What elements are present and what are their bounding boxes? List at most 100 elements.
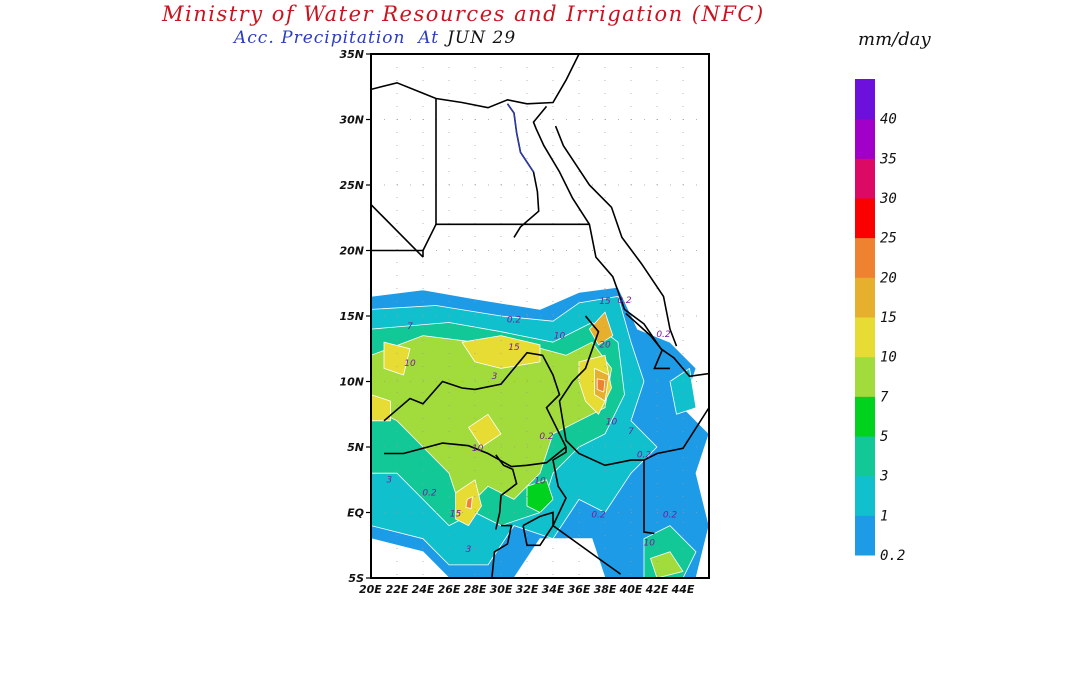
precip-area: [669, 367, 697, 415]
contour-label: 0.2: [656, 330, 671, 340]
lon-tick-label: 30E: [490, 583, 513, 596]
colorbar-label: 7: [880, 389, 889, 405]
contour-label: 10: [606, 418, 618, 428]
colorbar-swatch: [855, 317, 875, 358]
contour-label: 3: [466, 545, 472, 555]
lon-tick-label: 20E: [359, 583, 382, 596]
colorbar-swatch: [855, 79, 875, 120]
contour-labels: 0.2 15 0.2 10 20 15 7 10 3 0.2 10 7 0.2 10 0.2 10 3 0.2 15…: [386, 296, 677, 555]
precip-area: [371, 394, 391, 422]
boundary-line: [643, 460, 655, 535]
lon-tick-label: 44E: [671, 583, 695, 596]
contour-label: 15: [450, 509, 462, 519]
lon-tick-label: 32E: [516, 583, 539, 596]
boundary-line: [495, 454, 518, 530]
precip-area: [468, 413, 502, 448]
contour-label: 10: [472, 444, 484, 454]
colorbar-label: 10: [880, 350, 897, 366]
colorbar-swatch: [855, 475, 875, 516]
colorbar-label: 20: [880, 270, 897, 286]
contour-label: 7: [628, 427, 634, 437]
boundary-line: [532, 105, 709, 378]
boundary-line: [491, 524, 513, 578]
map-subtitle: Acc. Precipitation At JUN 29: [234, 28, 516, 48]
lat-tick-label: 15N: [339, 310, 364, 323]
contour-label: 0.2: [591, 511, 606, 521]
colorbar-label: 15: [880, 310, 897, 326]
contour-label: 10: [554, 331, 566, 341]
colorbar-label: 40: [880, 112, 897, 128]
contour-label: 0.2: [617, 296, 632, 306]
units-label: mm/day: [858, 29, 931, 50]
contour-label: 0.2: [422, 488, 437, 498]
colorbar-label: 35: [879, 151, 897, 167]
colorbar-label: 30: [879, 191, 897, 207]
lon-tick-label: 24E: [412, 583, 435, 596]
colorbar-swatch: [855, 237, 875, 278]
contour-label: 3: [492, 372, 498, 382]
contour-label: 10: [643, 538, 655, 548]
contour-label: 15: [508, 343, 520, 353]
precip-area: [465, 496, 473, 510]
boundary-line: [558, 315, 709, 467]
lon-tick-label: 34E: [542, 583, 565, 596]
precip-area: [526, 479, 554, 513]
colorbar-swatch: [855, 198, 875, 239]
contour-label: 0.2: [539, 432, 554, 442]
lat-tick-label: 10N: [339, 376, 364, 389]
boundary-line: [371, 54, 580, 109]
boundary-line: [435, 98, 590, 226]
date-label: JUN 29: [447, 28, 517, 48]
lat-tick-label: EQ: [347, 507, 364, 520]
boundary-line: [554, 125, 678, 347]
contour-label: 0.2: [507, 316, 522, 326]
precip-area: [650, 551, 684, 578]
lat-tick-label: 25N: [339, 179, 364, 192]
colorbar-swatch: [855, 277, 875, 318]
lat-tick-label: 20N: [339, 245, 364, 258]
boundary-line: [422, 223, 437, 258]
boundary-line: [522, 511, 554, 547]
lon-tick-label: 22E: [386, 583, 409, 596]
boundary-line: [383, 351, 568, 468]
boundary-line: [551, 447, 622, 575]
precip-area: [596, 378, 606, 393]
lat-tick-label: 35N: [339, 48, 364, 61]
contour-label: 20: [599, 340, 611, 350]
lon-tick-label: 38E: [594, 583, 617, 596]
boundary-line: [625, 312, 670, 370]
contour-label: 7: [407, 322, 413, 332]
coastlines-borders: [371, 54, 709, 578]
colorbar-swatch: [855, 158, 875, 199]
lon-tick-label: 36E: [568, 583, 591, 596]
contour-label: 3: [386, 475, 392, 485]
subtitle-prefix: Acc. Precipitation: [234, 28, 406, 48]
gridlines: [371, 54, 709, 578]
colorbar-label: 5: [880, 429, 888, 445]
lon-tick-label: 42E: [645, 583, 669, 596]
nile-river: [507, 103, 535, 173]
precipitation-field: [371, 286, 709, 578]
contour-label: 10: [534, 477, 546, 487]
lon-tick-label: 26E: [438, 583, 461, 596]
precip-area: [383, 341, 411, 376]
contour-label: 0.2: [637, 450, 652, 460]
lat-tick-label: 30N: [339, 114, 364, 127]
lat-tick-label: 5N: [347, 441, 364, 454]
colorbar-label: 1: [880, 508, 888, 524]
colorbar-swatch: [855, 356, 875, 397]
subtitle-at: At: [418, 28, 440, 48]
boundary-line: [371, 204, 424, 258]
ministry-title: Ministry of Water Resources and Irrigati…: [162, 2, 765, 26]
colorbar-label: 0.2: [880, 548, 905, 564]
colorbar-swatch: [855, 118, 875, 159]
colorbar-label: 25: [880, 231, 897, 247]
lon-tick-label: 28E: [464, 583, 487, 596]
colorbar-label: 3: [879, 469, 888, 485]
contour-label: 0.2: [663, 511, 678, 521]
contour-label: 15: [599, 297, 611, 307]
lon-tick-label: 40E: [619, 583, 643, 596]
